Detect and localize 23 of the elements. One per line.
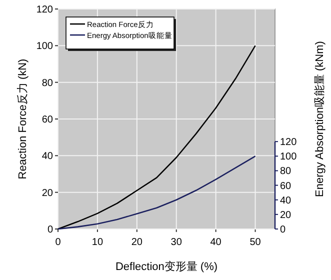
x-tick-label: 0	[55, 237, 62, 248]
y-tick-label: 0	[47, 224, 54, 236]
x-tick-label: 50	[250, 237, 262, 248]
y-tick-label: 60	[42, 114, 54, 126]
x-tick-label: 10	[92, 237, 104, 248]
x-axis-title: Deflection变形量 (%)	[115, 260, 218, 273]
x-tick-label: 30	[170, 237, 182, 248]
y-tick-label: 20	[42, 188, 54, 199]
y-tick-label: 40	[42, 151, 54, 162]
y2-tick-label: 100	[280, 152, 298, 163]
y-tick-label: 100	[36, 41, 54, 52]
y2-tick-label: 80	[280, 166, 292, 178]
y2-tick-label: 20	[280, 210, 292, 221]
y-axis-title: Reaction Force反力 (kN)	[16, 58, 29, 180]
y2-tick-label: 40	[280, 195, 292, 206]
y-tick-label: 120	[36, 4, 54, 16]
y2-tick-label: 0	[280, 224, 286, 236]
x-tick-label: 20	[131, 237, 143, 248]
y-tick-label: 80	[42, 78, 54, 89]
y2-tick-label: 60	[280, 180, 292, 192]
y2-tick-label: 120	[280, 137, 298, 148]
x-tick-label: 40	[210, 237, 222, 248]
y2-axis-title: Energy Absorption吸能量 (kNm)	[313, 41, 326, 197]
